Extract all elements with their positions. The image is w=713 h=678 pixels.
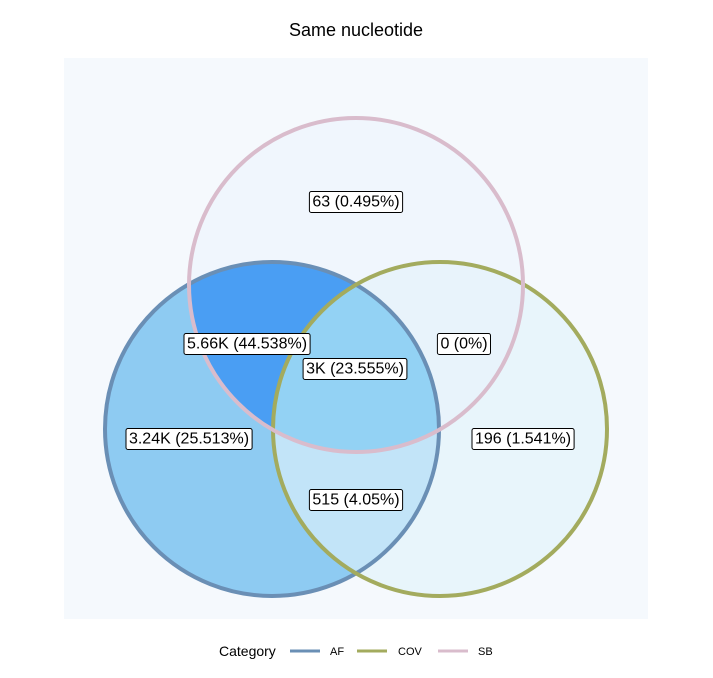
label-af-cov: 515 (4.05%) xyxy=(308,489,404,511)
legend: Category AF COV SB xyxy=(219,643,493,659)
set-outlines xyxy=(103,116,609,598)
svg-text:5.66K (44.538%): 5.66K (44.538%) xyxy=(187,336,307,353)
svg-text:3K (23.555%): 3K (23.555%) xyxy=(306,361,404,378)
svg-text:3.24K (25.513%): 3.24K (25.513%) xyxy=(129,431,249,448)
legend-label-sb: SB xyxy=(478,646,493,658)
svg-text:515 (4.05%): 515 (4.05%) xyxy=(312,492,399,509)
circle-sb xyxy=(187,116,525,454)
svg-text:196 (1.541%): 196 (1.541%) xyxy=(475,431,571,448)
label-af-cov-sb: 3K (23.555%) xyxy=(302,358,408,380)
label-sb-only: 63 (0.495%) xyxy=(308,191,404,213)
legend-label-af: AF xyxy=(330,646,344,658)
svg-text:0 (0%): 0 (0%) xyxy=(440,336,487,353)
region-labels: 63 (0.495%) 5.66K (44.538%) 0 (0%) 3K (2… xyxy=(125,191,575,511)
svg-text:63 (0.495%): 63 (0.495%) xyxy=(312,194,399,211)
label-af-sb: 5.66K (44.538%) xyxy=(183,333,311,355)
legend-label-cov: COV xyxy=(398,646,423,658)
chart-title: Same nucleotide xyxy=(289,20,423,40)
label-cov-only: 196 (1.541%) xyxy=(471,428,575,450)
label-af-only: 3.24K (25.513%) xyxy=(125,428,253,450)
label-cov-sb: 0 (0%) xyxy=(436,333,491,355)
legend-title: Category xyxy=(219,643,276,659)
